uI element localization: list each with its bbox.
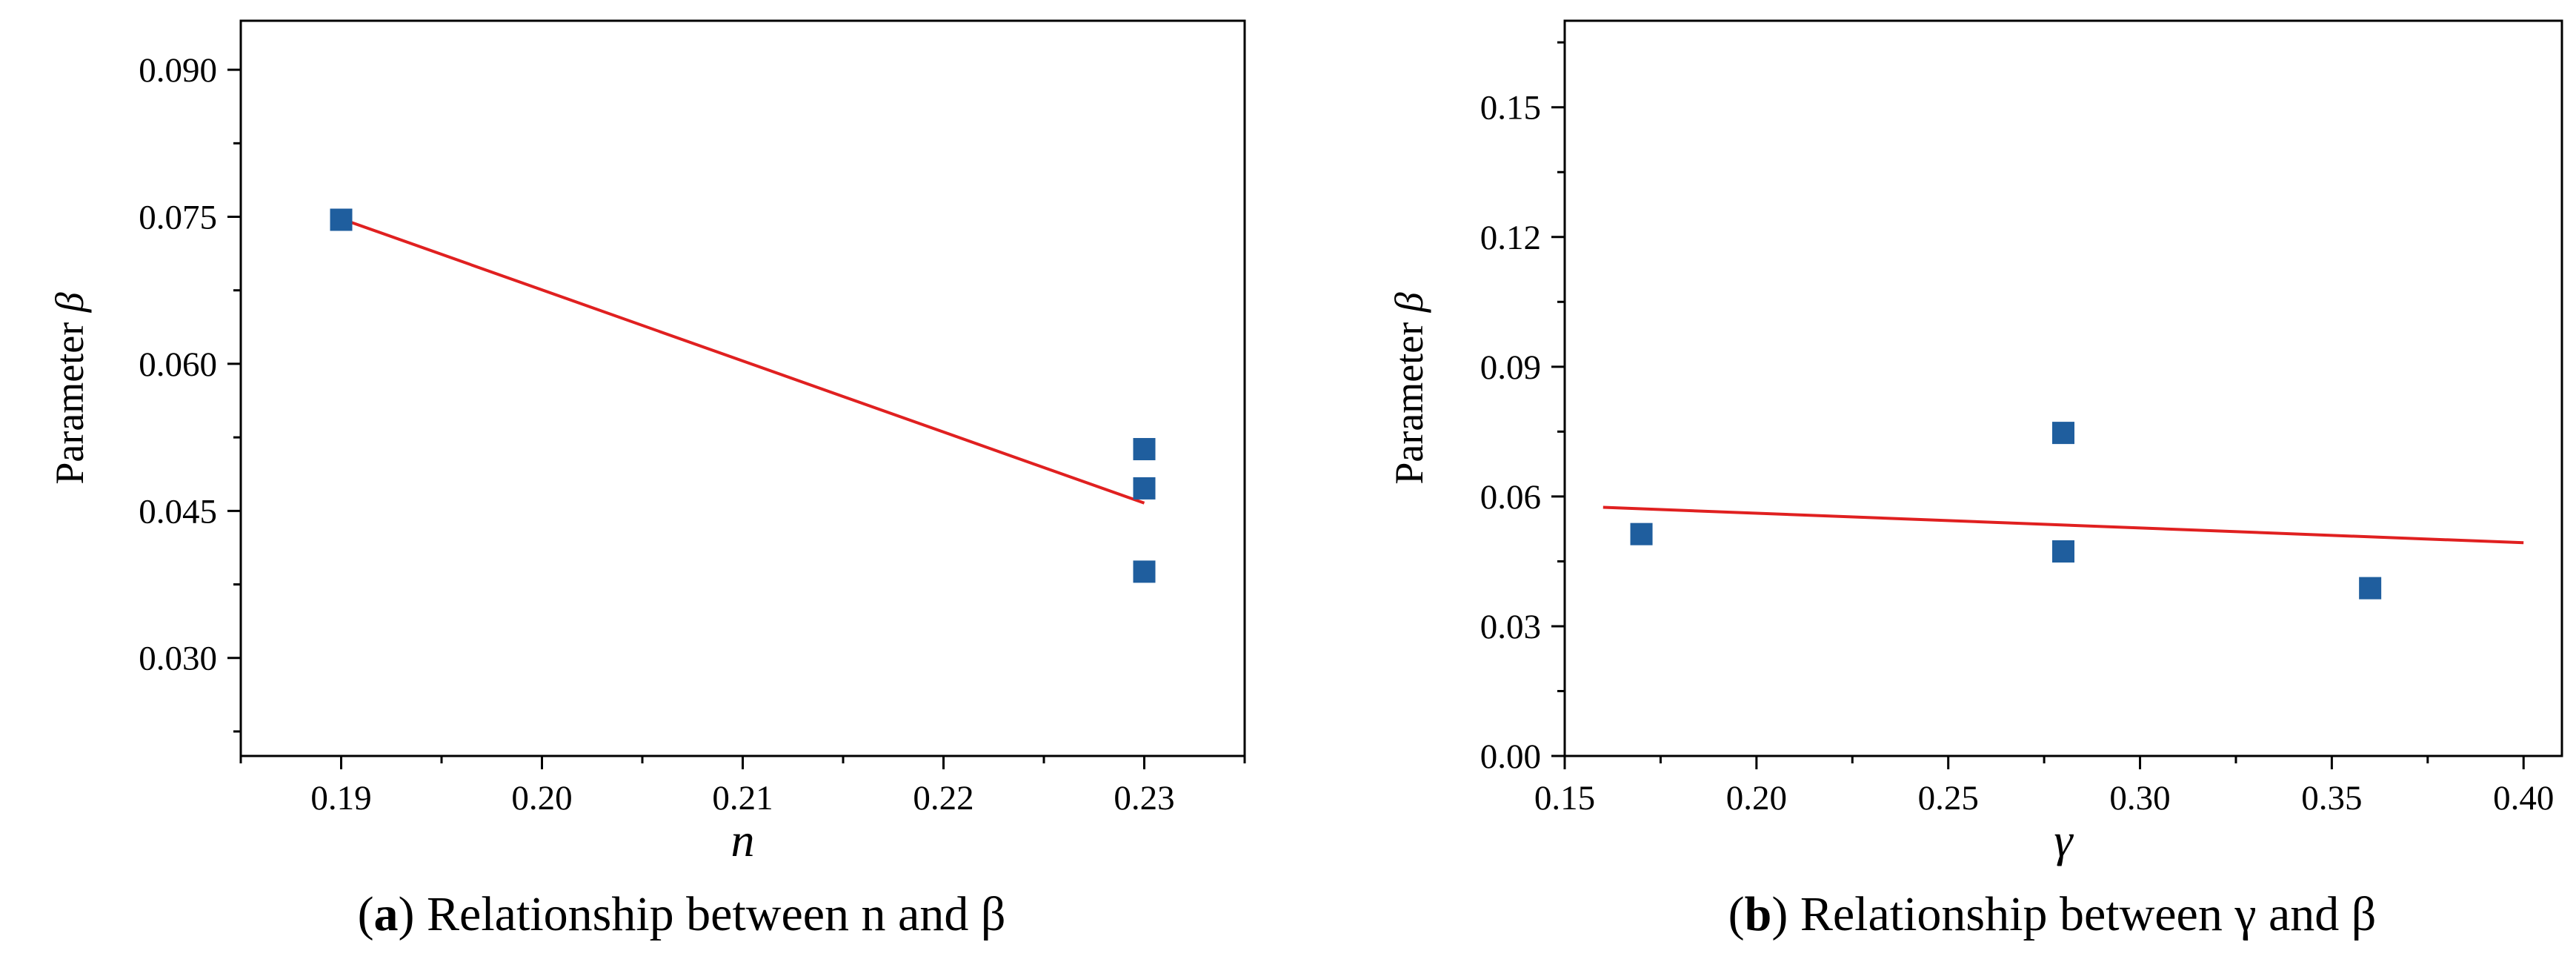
y-tick-label: 0.06 [1480, 478, 1541, 517]
panel-label: a [374, 887, 399, 941]
data-point [1133, 477, 1156, 500]
y-tick-label: 0.00 [1480, 737, 1541, 776]
x-tick-label: 0.21 [712, 779, 773, 817]
data-point [2052, 422, 2074, 445]
y-tick-label: 0.09 [1480, 348, 1541, 387]
fit-line [1602, 505, 2524, 545]
data-point [2359, 577, 2382, 600]
x-tick-label: 0.15 [1534, 779, 1595, 817]
x-tick-label: 0.19 [310, 779, 371, 817]
panel-caption-text: Relationship between n and β [427, 887, 1005, 941]
fit-line [340, 217, 1145, 505]
y-tick-label: 0.12 [1480, 219, 1541, 257]
x-tick-label: 0.25 [1918, 779, 1979, 817]
y-tick-label: 0.045 [139, 492, 217, 531]
plot-frame [239, 19, 1246, 757]
x-tick-label: 0.20 [511, 779, 572, 817]
y-tick-label: 0.03 [1480, 608, 1541, 646]
panel-caption: (a) Relationship between n and β [358, 887, 1006, 941]
panel-label: b [1745, 887, 1772, 941]
panel-a: 0.19 0.20 0.21 0.22 0.23 0.030 0.045 0.060 0.075… [47, 19, 1246, 941]
data-point [1133, 560, 1156, 583]
x-tick-label: 0.23 [1114, 779, 1174, 817]
x-axis-title: γ [2054, 814, 2074, 866]
x-tick-label: 0.30 [2109, 779, 2170, 817]
data-point [2052, 540, 2074, 563]
x-tick-label: 0.40 [2493, 779, 2554, 817]
y-tick-label: 0.075 [139, 199, 217, 237]
y-axis-title-word: Parameter [47, 322, 92, 485]
y-axis-title-symbol: β [47, 292, 92, 313]
panel-caption-text: Relationship between γ and β [1800, 887, 2377, 941]
y-axis-title: Parameter β [47, 292, 92, 484]
y-axis-title: Parameter β [1387, 292, 1431, 484]
x-tick-label: 0.20 [1726, 779, 1787, 817]
x-axis-title: n [731, 814, 755, 866]
panel-caption: (b) Relationship between γ and β [1728, 887, 2377, 941]
plot-frame [1563, 19, 2563, 757]
y-tick-label: 0.030 [139, 640, 217, 678]
y-tick-label: 0.060 [139, 345, 217, 384]
x-tick-label: 0.22 [913, 779, 974, 817]
data-point [330, 208, 353, 231]
y-tick-label: 0.15 [1480, 89, 1541, 127]
data-point [1630, 523, 1653, 545]
y-axis-title-symbol: β [1387, 292, 1431, 313]
y-axis-title-word: Parameter [1387, 322, 1431, 485]
y-tick-label: 0.090 [139, 51, 217, 90]
data-point [1133, 438, 1156, 461]
x-tick-label: 0.35 [2301, 779, 2362, 817]
panel-b: 0.15 0.20 0.25 0.30 0.35 0.40 0.00 0.03 0.06 0.09… [1387, 19, 2563, 941]
